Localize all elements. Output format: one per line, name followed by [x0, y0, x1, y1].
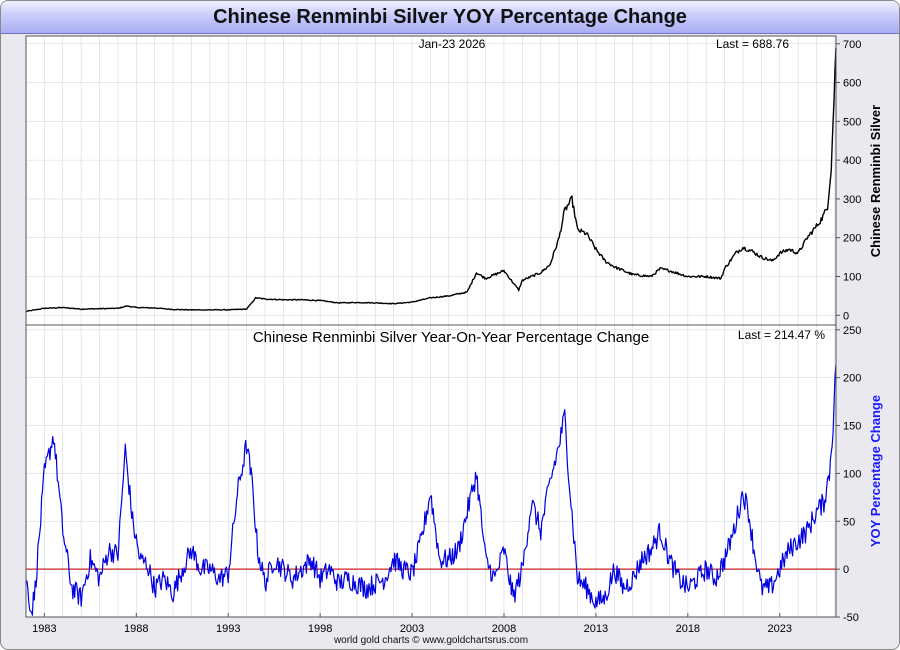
date-label: Jan-23 2026	[419, 37, 486, 51]
top-last-label: Last = 688.76	[716, 37, 789, 51]
price-series-line	[25, 47, 837, 313]
top-y-tick-label: 600	[843, 78, 861, 90]
bottom-panel-border	[25, 324, 837, 618]
top-y-tick-label: 700	[843, 39, 861, 51]
top-y-tick-label: 100	[843, 272, 861, 284]
footer-credit: world gold charts © www.goldchartsrus.co…	[333, 635, 528, 646]
bottom-y-axis-label: YOY Percentage Change	[868, 395, 883, 547]
x-tick-label: 2013	[584, 623, 608, 635]
x-tick-label: 2023	[768, 623, 792, 635]
x-tick-label: 1988	[124, 623, 148, 635]
yoy-series-line	[25, 364, 837, 616]
x-tick-label: 1998	[308, 623, 332, 635]
top-y-tick-label: 300	[843, 194, 861, 206]
bottom-y-tick-label: 200	[843, 373, 861, 385]
x-tick-label: 1993	[216, 623, 240, 635]
top-y-tick-label: 200	[843, 233, 861, 245]
x-tick-label: 2008	[492, 623, 516, 635]
bottom-panel-title: Chinese Renminbi Silver Year-On-Year Per…	[253, 329, 649, 346]
bottom-y-tick-label: 0	[843, 564, 849, 576]
bottom-y-tick-label: 50	[843, 516, 855, 528]
top-y-tick-label: 400	[843, 155, 861, 167]
axis-ticks: 1983 1988 1993 1998 2003 2008 2013 2018 2023 0 100…	[32, 39, 861, 635]
top-y-tick-label: 0	[843, 310, 849, 322]
top-y-axis-label: Chinese Renminbi Silver	[868, 105, 883, 257]
x-tick-label: 1983	[32, 623, 56, 635]
bottom-y-tick-label: -50	[843, 612, 859, 624]
title-bar: Chinese Renminbi Silver YOY Percentage C…	[1, 1, 899, 34]
plot-background	[26, 36, 836, 617]
x-tick-label: 2003	[400, 623, 424, 635]
bottom-y-tick-label: 150	[843, 421, 861, 433]
top-y-tick-label: 500	[843, 116, 861, 128]
chart-title: Chinese Renminbi Silver YOY Percentage C…	[213, 5, 687, 28]
x-tick-label: 2018	[676, 623, 700, 635]
bottom-y-tick-label: 250	[843, 325, 861, 337]
bottom-last-label: Last = 214.47 %	[738, 328, 825, 342]
bottom-y-tick-label: 100	[843, 468, 861, 480]
